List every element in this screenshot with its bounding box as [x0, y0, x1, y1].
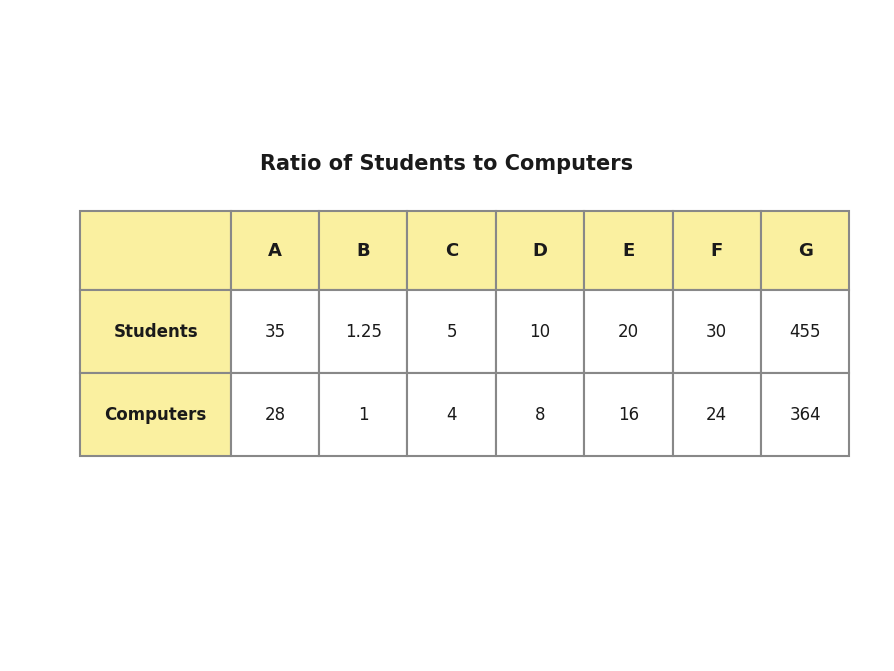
Text: 28: 28 [265, 406, 285, 424]
Bar [761, 291, 849, 373]
Text: 35: 35 [265, 323, 285, 341]
Bar [231, 373, 319, 456]
Bar [496, 373, 584, 456]
Bar [496, 211, 584, 291]
Bar [672, 211, 761, 291]
Text: Computers: Computers [105, 406, 207, 424]
Bar [231, 291, 319, 373]
Bar [80, 211, 231, 291]
Bar [319, 373, 408, 456]
Bar [319, 211, 408, 291]
Bar [408, 211, 496, 291]
Text: 364: 364 [789, 406, 821, 424]
Bar [408, 373, 496, 456]
Text: 8: 8 [535, 406, 545, 424]
Text: F: F [711, 242, 723, 260]
Text: C: C [445, 242, 459, 260]
Bar [584, 291, 672, 373]
Text: 1.25: 1.25 [345, 323, 382, 341]
Bar [761, 211, 849, 291]
Text: 1: 1 [358, 406, 368, 424]
Text: 20: 20 [618, 323, 639, 341]
Bar [80, 373, 231, 456]
Text: 4: 4 [446, 406, 457, 424]
Text: 5: 5 [446, 323, 457, 341]
Text: Ratio of Students to Computers: Ratio of Students to Computers [260, 154, 634, 174]
Text: 16: 16 [618, 406, 639, 424]
Bar [672, 373, 761, 456]
Text: D: D [533, 242, 547, 260]
Text: A: A [268, 242, 282, 260]
Bar [231, 211, 319, 291]
Text: B: B [357, 242, 370, 260]
Text: 30: 30 [706, 323, 728, 341]
Bar [584, 373, 672, 456]
Text: 10: 10 [529, 323, 551, 341]
Bar [584, 211, 672, 291]
Text: G: G [797, 242, 813, 260]
Bar [408, 291, 496, 373]
Bar [80, 291, 231, 373]
Bar [319, 291, 408, 373]
Bar [761, 373, 849, 456]
Text: 24: 24 [706, 406, 728, 424]
Text: Students: Students [114, 323, 198, 341]
Text: 455: 455 [789, 323, 821, 341]
Text: E: E [622, 242, 635, 260]
Bar [672, 291, 761, 373]
Bar [496, 291, 584, 373]
